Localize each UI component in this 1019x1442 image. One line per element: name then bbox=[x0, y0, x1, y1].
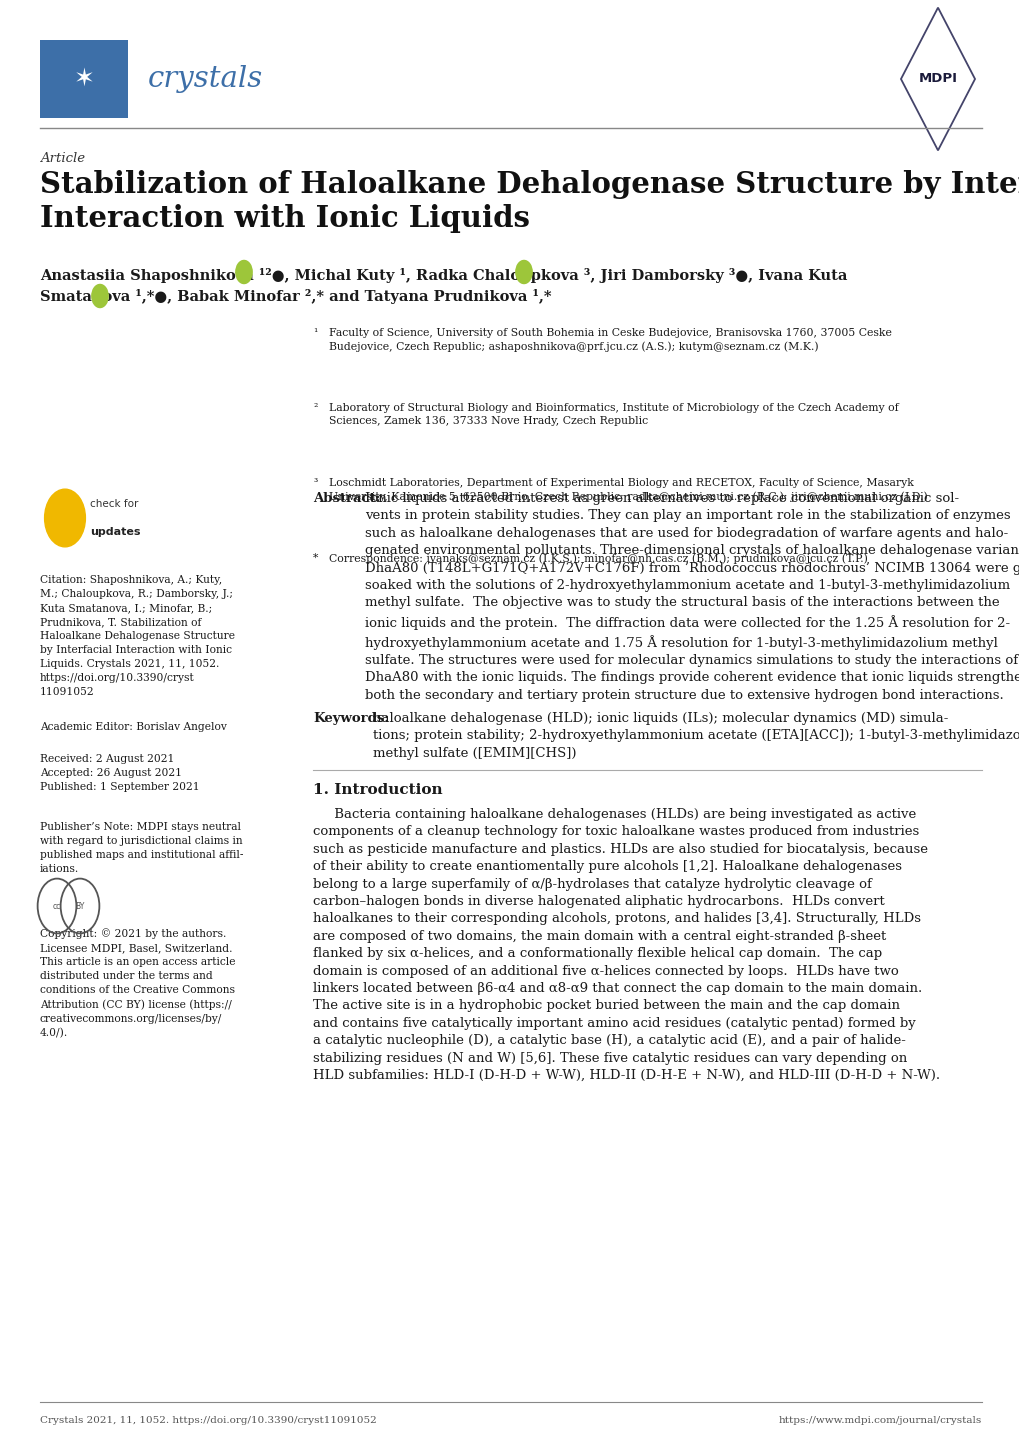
Text: Citation: Shaposhnikova, A.; Kuty,
M.; Chaloupkova, R.; Damborsky, J.;
Kuta Smat: Citation: Shaposhnikova, A.; Kuty, M.; C… bbox=[40, 575, 234, 696]
Text: ¹: ¹ bbox=[313, 327, 317, 337]
Text: MDPI: MDPI bbox=[917, 72, 957, 85]
Text: ✶: ✶ bbox=[73, 66, 95, 91]
Text: crystals: crystals bbox=[148, 65, 263, 92]
Text: Publisher’s Note: MDPI stays neutral
with regard to jurisdictional claims in
pub: Publisher’s Note: MDPI stays neutral wit… bbox=[40, 822, 244, 874]
Text: check for: check for bbox=[90, 499, 139, 509]
Text: Ionic liquids attracted interest as green alternatives to replace conventional o: Ionic liquids attracted interest as gree… bbox=[365, 492, 1019, 702]
Text: 1. Introduction: 1. Introduction bbox=[313, 783, 442, 797]
Text: https://www.mdpi.com/journal/crystals: https://www.mdpi.com/journal/crystals bbox=[777, 1416, 981, 1425]
Text: *: * bbox=[313, 552, 318, 562]
Text: iD: iD bbox=[96, 294, 104, 298]
Text: cc: cc bbox=[53, 901, 61, 910]
Text: Abstract:: Abstract: bbox=[313, 492, 380, 505]
Circle shape bbox=[45, 489, 86, 547]
FancyBboxPatch shape bbox=[40, 40, 127, 118]
Text: ³: ³ bbox=[313, 477, 317, 487]
Text: Anastasiia Shaposhnikova ¹²●, Michal Kuty ¹, Radka Chaloupkova ³, Jiri Damborsky: Anastasiia Shaposhnikova ¹²●, Michal Kut… bbox=[40, 268, 847, 304]
Text: ✔: ✔ bbox=[58, 509, 72, 526]
Circle shape bbox=[516, 261, 532, 284]
Text: Received: 2 August 2021
Accepted: 26 August 2021
Published: 1 September 2021: Received: 2 August 2021 Accepted: 26 Aug… bbox=[40, 754, 200, 792]
Circle shape bbox=[235, 261, 252, 284]
Text: iD: iD bbox=[240, 270, 248, 274]
Text: Correspondence: ivanaks@seznam.cz (I.K.S.); minofar@nh.cas.cz (B.M.); prudnikova: Correspondence: ivanaks@seznam.cz (I.K.S… bbox=[329, 552, 867, 564]
Text: haloalkane dehalogenase (HLD); ionic liquids (ILs); molecular dynamics (MD) simu: haloalkane dehalogenase (HLD); ionic liq… bbox=[373, 712, 1019, 760]
Text: Stabilization of Haloalkane Dehalogenase Structure by Interfacial
Interaction wi: Stabilization of Haloalkane Dehalogenase… bbox=[40, 170, 1019, 234]
Text: Laboratory of Structural Biology and Bioinformatics, Institute of Microbiology o: Laboratory of Structural Biology and Bio… bbox=[329, 402, 898, 427]
Text: Article: Article bbox=[40, 151, 85, 164]
Circle shape bbox=[92, 284, 108, 307]
Text: Loschmidt Laboratories, Department of Experimental Biology and RECETOX, Faculty : Loschmidt Laboratories, Department of Ex… bbox=[329, 477, 927, 502]
Text: Keywords:: Keywords: bbox=[313, 712, 389, 725]
Text: updates: updates bbox=[90, 528, 141, 538]
Text: Copyright: © 2021 by the authors.
Licensee MDPI, Basel, Switzerland.
This articl: Copyright: © 2021 by the authors. Licens… bbox=[40, 929, 235, 1038]
Text: BY: BY bbox=[75, 901, 85, 910]
Text: Faculty of Science, University of South Bohemia in Ceske Budejovice, Branisovska: Faculty of Science, University of South … bbox=[329, 327, 891, 352]
Text: ²: ² bbox=[313, 402, 317, 412]
Text: Academic Editor: Borislav Angelov: Academic Editor: Borislav Angelov bbox=[40, 722, 226, 733]
Text: Crystals 2021, 11, 1052. https://doi.org/10.3390/cryst11091052: Crystals 2021, 11, 1052. https://doi.org… bbox=[40, 1416, 376, 1425]
Text: Bacteria containing haloalkane dehalogenases (HLDs) are being investigated as ac: Bacteria containing haloalkane dehalogen… bbox=[313, 808, 940, 1082]
Text: iD: iD bbox=[520, 270, 527, 274]
